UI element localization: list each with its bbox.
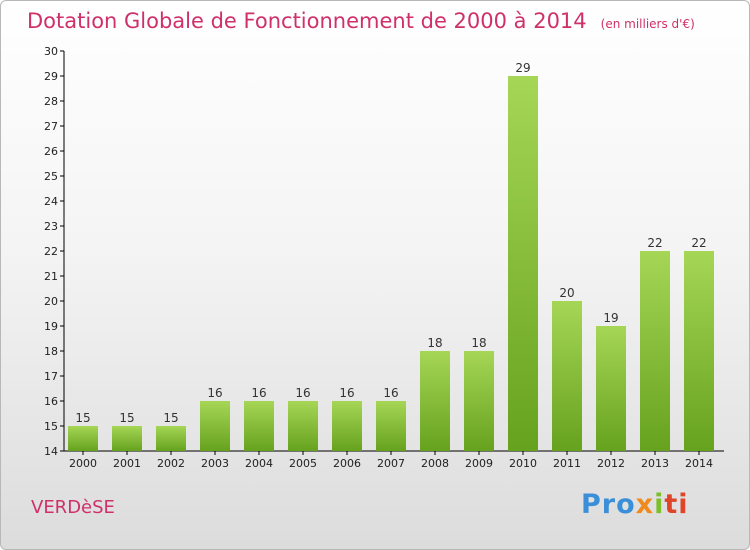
bar-2007 bbox=[376, 401, 406, 451]
y-tick-label: 23 bbox=[44, 220, 58, 233]
y-tick-label: 14 bbox=[44, 445, 58, 458]
bar-2011 bbox=[552, 301, 582, 451]
logo-part-1: Pro bbox=[581, 489, 636, 520]
y-axis: 14 15 16 17 18 19 20 21 22 23 24 25 26 27 28 29 30 bbox=[44, 45, 65, 458]
x-tick-label: 2010 bbox=[509, 457, 537, 470]
data-labels: 15 15 15 16 16 16 16 16 18 18 29 20 19 22 22 bbox=[75, 61, 706, 425]
bar-2004 bbox=[244, 401, 274, 451]
bar-2005 bbox=[288, 401, 318, 451]
bars bbox=[68, 76, 714, 451]
y-tick-label: 17 bbox=[44, 370, 58, 383]
y-tick-label: 18 bbox=[44, 345, 58, 358]
y-tick-label: 15 bbox=[44, 420, 58, 433]
bar-2008 bbox=[420, 351, 450, 451]
y-tick-label: 27 bbox=[44, 120, 58, 133]
x-tick-label: 2008 bbox=[421, 457, 449, 470]
x-tick-label: 2013 bbox=[641, 457, 669, 470]
chart-title: Dotation Globale de Fonctionnement de 20… bbox=[27, 9, 695, 33]
x-tick-label: 2007 bbox=[377, 457, 405, 470]
data-label: 15 bbox=[119, 411, 134, 425]
data-label: 19 bbox=[603, 311, 618, 325]
bar-2009 bbox=[464, 351, 494, 451]
x-tick-label: 2006 bbox=[333, 457, 361, 470]
x-tick-label: 2003 bbox=[201, 457, 229, 470]
bar-2012 bbox=[596, 326, 626, 451]
y-tick-label: 26 bbox=[44, 145, 58, 158]
data-label: 16 bbox=[339, 386, 354, 400]
x-tick-label: 2001 bbox=[113, 457, 141, 470]
proxiti-logo: Proxiti bbox=[581, 489, 689, 520]
data-label: 16 bbox=[295, 386, 310, 400]
y-tick-label: 24 bbox=[44, 195, 58, 208]
data-label: 15 bbox=[75, 411, 90, 425]
x-tick-label: 2004 bbox=[245, 457, 273, 470]
y-tick-label: 29 bbox=[44, 70, 58, 83]
logo-part-4: ti bbox=[664, 489, 689, 520]
x-axis: 2000 2001 2002 2003 2004 2005 2006 2007 2008 2009… bbox=[64, 450, 724, 470]
y-tick-label: 25 bbox=[44, 170, 58, 183]
data-label: 22 bbox=[647, 236, 662, 250]
y-tick-label: 21 bbox=[44, 270, 58, 283]
logo-part-2: x bbox=[635, 489, 655, 520]
bar-2010 bbox=[508, 76, 538, 451]
data-label: 16 bbox=[383, 386, 398, 400]
data-label: 18 bbox=[427, 336, 442, 350]
y-tick-label: 28 bbox=[44, 95, 58, 108]
commune-name: VERDèSE bbox=[31, 497, 115, 518]
bar-2006 bbox=[332, 401, 362, 451]
y-tick-label: 20 bbox=[44, 295, 58, 308]
logo-part-3: i bbox=[654, 489, 665, 520]
x-tick-label: 2005 bbox=[289, 457, 317, 470]
data-label: 16 bbox=[251, 386, 266, 400]
x-tick-label: 2002 bbox=[157, 457, 185, 470]
data-label: 20 bbox=[559, 286, 574, 300]
data-label: 29 bbox=[515, 61, 530, 75]
bar-2001 bbox=[112, 426, 142, 451]
bar-2002 bbox=[156, 426, 186, 451]
bar-2003 bbox=[200, 401, 230, 451]
unit-note: (en milliers d'€) bbox=[600, 17, 695, 31]
y-tick-label: 22 bbox=[44, 245, 58, 258]
data-label: 15 bbox=[163, 411, 178, 425]
x-tick-label: 2009 bbox=[465, 457, 493, 470]
y-tick-label: 30 bbox=[44, 45, 58, 58]
data-label: 16 bbox=[207, 386, 222, 400]
bar-2014 bbox=[684, 251, 714, 451]
x-tick-label: 2014 bbox=[685, 457, 713, 470]
bar-2000 bbox=[68, 426, 98, 451]
x-tick-label: 2011 bbox=[553, 457, 581, 470]
x-tick-label: 2012 bbox=[597, 457, 625, 470]
y-tick-label: 19 bbox=[44, 320, 58, 333]
bar-2013 bbox=[640, 251, 670, 451]
y-tick-label: 16 bbox=[44, 395, 58, 408]
data-label: 18 bbox=[471, 336, 486, 350]
chart-title-text: Dotation Globale de Fonctionnement de 20… bbox=[27, 9, 587, 33]
data-label: 22 bbox=[691, 236, 706, 250]
x-tick-label: 2000 bbox=[69, 457, 97, 470]
